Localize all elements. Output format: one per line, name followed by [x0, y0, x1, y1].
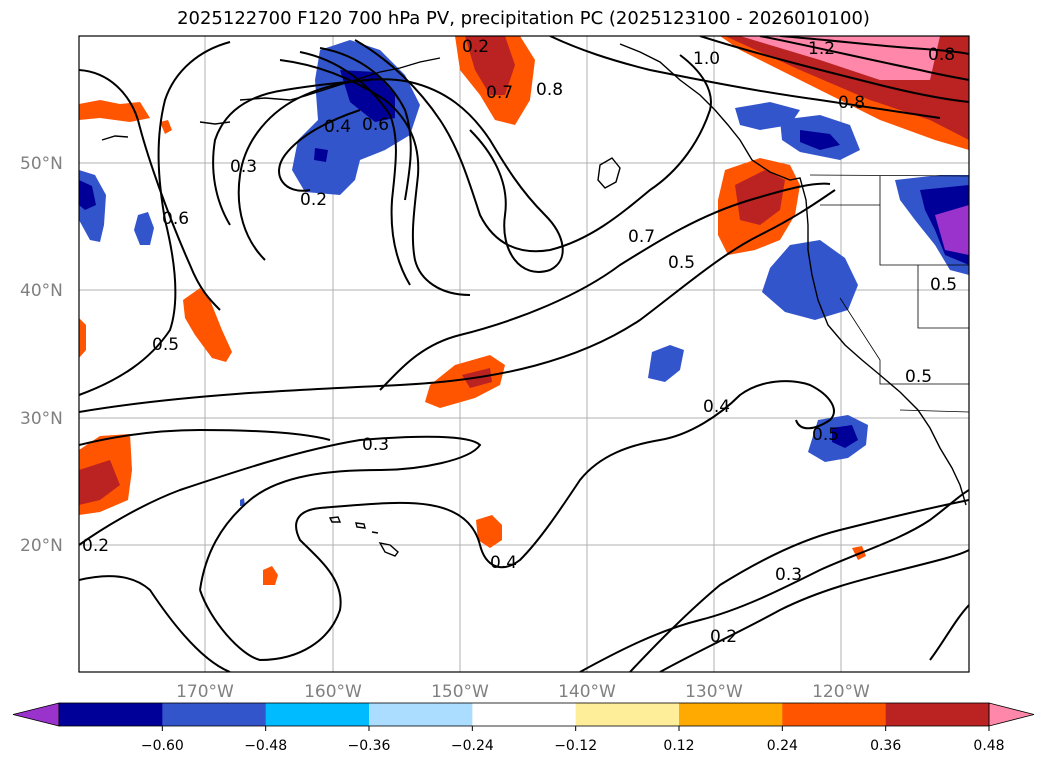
- svg-text:0.4: 0.4: [490, 553, 517, 573]
- colorbar-tick-label: −0.48: [244, 738, 287, 754]
- map-title: 2025122700 F120 700 hPa PV, precipitatio…: [177, 8, 870, 29]
- svg-text:0.3: 0.3: [775, 565, 802, 585]
- svg-text:0.8: 0.8: [536, 80, 563, 100]
- lon-label-170w: 170°W: [176, 682, 234, 702]
- lon-label-160w: 160°W: [304, 682, 362, 702]
- colorbar-segment: [162, 703, 267, 726]
- lat-label-50n: 50°N: [20, 154, 63, 174]
- map-frame: [78, 35, 970, 673]
- colorbar-segment: [265, 703, 370, 726]
- colorbar-extend-low: [12, 702, 60, 727]
- colorbar-tick-label: 0.48: [973, 738, 1004, 754]
- colorbar-extend-high: [988, 702, 1035, 727]
- lon-label-140w: 140°W: [558, 682, 616, 702]
- contour-labels: 1.2 1.0 0.8 0.8 0.8 0.7 0.7 0.6 0.6 0.5 …: [82, 37, 957, 647]
- svg-text:1.2: 1.2: [808, 39, 835, 59]
- svg-text:0.4: 0.4: [324, 117, 351, 137]
- colorbar-segment: [59, 703, 163, 726]
- lat-label-30n: 30°N: [20, 409, 63, 429]
- svg-text:0.8: 0.8: [928, 45, 955, 65]
- svg-text:0.2: 0.2: [710, 627, 737, 647]
- colorbar-tick-label: −0.60: [141, 738, 184, 754]
- colorbar-segment: [782, 703, 887, 726]
- colorbar-tick-label: 0.12: [663, 738, 694, 754]
- lat-label-20n: 20°N: [20, 536, 63, 556]
- svg-text:0.6: 0.6: [362, 115, 389, 135]
- colorbar-frame: [58, 702, 990, 727]
- longitude-labels: 170°W 160°W 150°W 140°W 130°W 120°W: [176, 682, 870, 702]
- svg-text:0.5: 0.5: [152, 335, 179, 355]
- lat-label-40n: 40°N: [20, 281, 63, 301]
- colorbar-tick-label: 0.36: [870, 738, 901, 754]
- colorbar-segment: [679, 703, 783, 726]
- svg-text:0.2: 0.2: [462, 37, 489, 57]
- colorbar-tick-label: −0.24: [451, 738, 494, 754]
- svg-text:0.2: 0.2: [82, 536, 109, 556]
- colorbar-tick-label: 0.24: [767, 738, 798, 754]
- svg-text:1.0: 1.0: [693, 49, 720, 69]
- latitude-labels: 50°N 40°N 30°N 20°N: [20, 154, 63, 556]
- map-content: 1.2 1.0 0.8 0.8 0.8 0.7 0.7 0.6 0.6 0.5 …: [79, 36, 969, 672]
- svg-text:0.3: 0.3: [362, 435, 389, 455]
- svg-text:0.6: 0.6: [162, 209, 189, 229]
- svg-text:0.7: 0.7: [486, 83, 513, 103]
- colorbar-segment: [575, 703, 680, 726]
- svg-text:0.8: 0.8: [838, 93, 865, 113]
- lon-label-120w: 120°W: [812, 682, 870, 702]
- pv-contours: [79, 36, 969, 672]
- political-borders: [809, 174, 969, 413]
- colorbar-tick-label: −0.36: [348, 738, 391, 754]
- colorbar-segment: [369, 703, 473, 726]
- svg-text:0.5: 0.5: [930, 275, 957, 295]
- colorbar: [12, 702, 1035, 727]
- colorbar-segment: [472, 703, 577, 726]
- colorbar-tick-label: −0.12: [554, 738, 597, 754]
- colorbar-ticks: −0.60 −0.48 −0.36 −0.24 −0.12 0.12 0.24 0.36 0.4…: [141, 726, 1005, 754]
- svg-text:0.7: 0.7: [628, 227, 655, 247]
- lon-label-130w: 130°W: [685, 682, 743, 702]
- svg-text:0.4: 0.4: [703, 397, 730, 417]
- svg-text:0.3: 0.3: [230, 157, 257, 177]
- svg-text:0.5: 0.5: [668, 253, 695, 273]
- svg-text:0.5: 0.5: [812, 425, 839, 445]
- lon-label-150w: 150°W: [431, 682, 489, 702]
- colorbar-segment: [885, 703, 990, 726]
- svg-text:0.2: 0.2: [300, 190, 327, 210]
- svg-text:0.5: 0.5: [905, 367, 932, 387]
